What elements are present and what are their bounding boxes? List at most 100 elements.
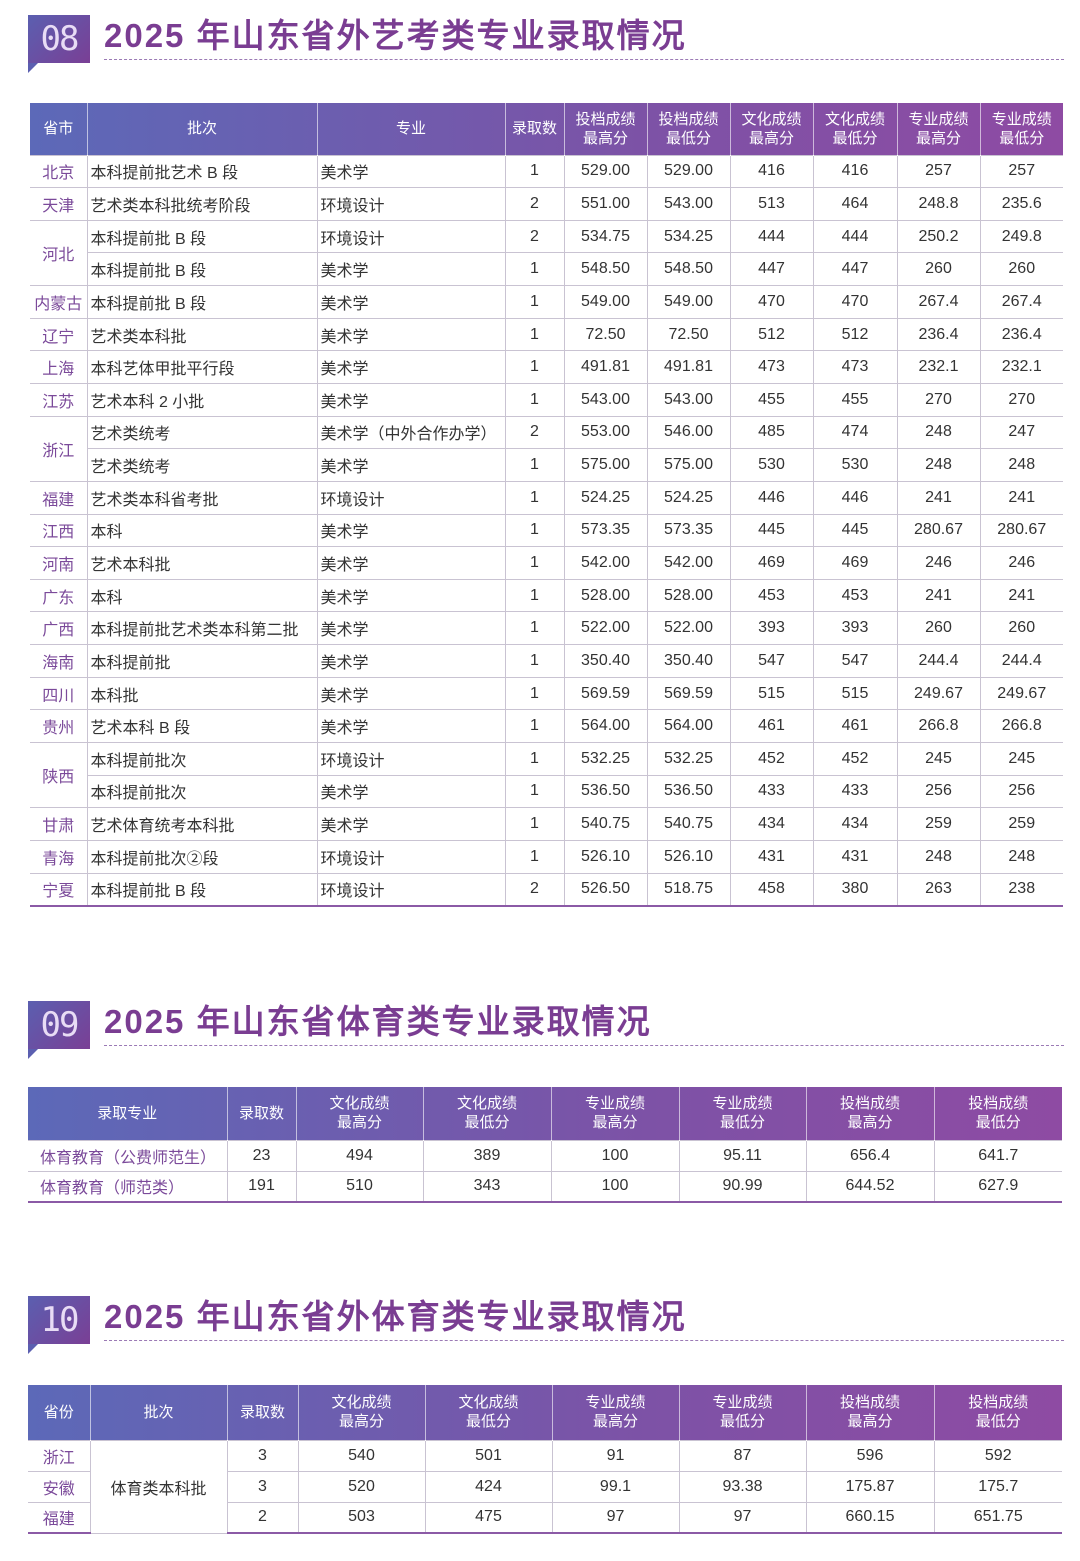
table-cell: 494 xyxy=(295,1139,424,1172)
header-text: 省份 xyxy=(43,1403,74,1421)
row-label: 陕西 xyxy=(30,742,88,809)
table-cell: 447 xyxy=(729,252,814,287)
table-cell: 434 xyxy=(812,807,898,841)
table-cell: 232.1 xyxy=(979,350,1063,384)
table-cell: 241 xyxy=(896,480,981,515)
section-header: 10 2025 年山东省外体育类专业录取情况 xyxy=(28,1296,1064,1354)
table-cell: 540.75 xyxy=(563,807,648,841)
table-cell: 464 xyxy=(812,187,898,221)
table-cell: 350.40 xyxy=(646,644,731,678)
table-cell: 267.4 xyxy=(896,285,981,319)
row-label: 安徽 xyxy=(28,1470,91,1503)
column-header: 专业成绩最高分 xyxy=(896,103,980,155)
table-cell: 美术学 xyxy=(316,807,506,841)
row-label: 河南 xyxy=(30,546,88,580)
table-cell: 1 xyxy=(504,285,565,319)
table-cell: 573.35 xyxy=(563,513,648,548)
table-cell: 660.15 xyxy=(805,1501,935,1534)
column-header: 录取数 xyxy=(504,103,564,155)
table-cell: 596 xyxy=(805,1439,935,1472)
table-cell: 美术学 xyxy=(316,382,506,417)
table-cell: 543.00 xyxy=(646,187,731,221)
table-cell: 环境设计 xyxy=(316,480,506,515)
table-cell: 491.81 xyxy=(646,350,731,384)
table-cell: 1 xyxy=(504,513,565,548)
row-label: 体育教育（公费师范生） xyxy=(28,1139,228,1172)
table-cell: 90.99 xyxy=(678,1170,807,1203)
table-cell: 2 xyxy=(226,1501,299,1534)
row-label: 内蒙古 xyxy=(30,285,88,319)
table-cell: 270 xyxy=(979,382,1063,417)
table-cell: 2 xyxy=(504,187,565,221)
table-cell: 244.4 xyxy=(979,644,1063,678)
table-cell: 350.40 xyxy=(563,644,648,678)
table-cell: 503 xyxy=(297,1501,426,1534)
table-cell: 美术学 xyxy=(316,285,506,319)
table-cell: 2 xyxy=(504,219,565,254)
table-cell: 501 xyxy=(424,1439,553,1472)
table-cell: 1 xyxy=(504,546,565,580)
table-row: 江苏 艺术本科 2 小批 美术学 1 543.00 543.00 455 455 270 270 xyxy=(30,382,1063,417)
table-cell: 本科提前批 B 段 xyxy=(86,285,318,319)
header-text: 专业 xyxy=(395,120,426,138)
section-number: 09 xyxy=(28,1001,90,1059)
table-cell: 99.1 xyxy=(551,1470,680,1503)
table-cell: 524.25 xyxy=(646,480,731,515)
table-cell: 260 xyxy=(896,611,981,646)
table-cell: 本科提前批艺术类本科第二批 xyxy=(86,611,318,646)
table-cell: 1 xyxy=(504,382,565,417)
row-label: 广西 xyxy=(30,611,88,646)
table-cell: 522.00 xyxy=(563,611,648,646)
table-cell: 473 xyxy=(812,350,898,384)
row-label: 浙江 xyxy=(28,1439,91,1472)
table-cell: 2 xyxy=(504,415,565,450)
column-header: 批次 xyxy=(89,1385,227,1440)
section-title: 2025 年山东省外艺考类专业录取情况 xyxy=(104,17,687,54)
divider xyxy=(104,1340,1064,1341)
table-row: 河南 艺术本科批 美术学 1 542.00 542.00 469 469 246 246 xyxy=(30,546,1063,580)
table-cell: 1 xyxy=(504,611,565,646)
row-label: 甘肃 xyxy=(30,807,88,841)
table-cell: 100 xyxy=(550,1139,680,1172)
table-cell: 522.00 xyxy=(646,611,731,646)
table-cell: 433 xyxy=(812,774,898,809)
table-cell: 452 xyxy=(729,742,814,776)
table: 录取专业 录取数 文化成绩最高分 文化成绩最低分 专业成绩最高分 专业成绩最低分 投档成绩最… xyxy=(28,1087,1062,1203)
table-cell: 540.75 xyxy=(646,807,731,841)
column-header: 专业成绩最低分 xyxy=(678,1087,806,1140)
table-cell: 1 xyxy=(504,578,565,613)
header-text: 录取数 xyxy=(511,120,557,138)
table-cell: 553.00 xyxy=(563,415,648,450)
table-cell: 416 xyxy=(812,154,898,189)
table-cell: 515 xyxy=(729,676,814,711)
header-text: 专业成绩最高分 xyxy=(584,1095,645,1132)
table-cell: 536.50 xyxy=(646,774,731,809)
section-title: 2025 年山东省外体育类专业录取情况 xyxy=(104,1298,687,1335)
column-header: 投档成绩最高分 xyxy=(805,1087,934,1140)
table-cell: 232.1 xyxy=(896,350,981,384)
table-cell: 100 xyxy=(550,1170,680,1203)
table-cell: 445 xyxy=(812,513,898,548)
table-cell: 446 xyxy=(729,480,814,515)
column-header: 专业成绩最高分 xyxy=(551,1385,679,1440)
table-cell: 248 xyxy=(896,448,981,482)
table-cell: 532.25 xyxy=(646,742,731,776)
table-cell: 455 xyxy=(812,382,898,417)
row-label: 辽宁 xyxy=(30,317,88,352)
row-label: 江苏 xyxy=(30,382,88,417)
table-cell: 249.8 xyxy=(979,219,1063,254)
header-text: 专业成绩最低分 xyxy=(712,1394,773,1431)
header-text: 文化成绩最高分 xyxy=(331,1394,392,1431)
column-header: 投档成绩最高分 xyxy=(805,1385,934,1440)
header-text: 批次 xyxy=(186,120,217,138)
row-label: 贵州 xyxy=(30,709,88,744)
table-cell: 469 xyxy=(812,546,898,580)
table-cell: 248 xyxy=(896,415,981,450)
row-label: 青海 xyxy=(30,839,88,874)
table-cell: 248 xyxy=(979,448,1063,482)
table-cell: 461 xyxy=(729,709,814,744)
table-cell: 549.00 xyxy=(563,285,648,319)
table: 省市 批次 专业 录取数 投档成绩最高分 投档成绩最低分 文化成绩最高分 文化成绩最低分 专业成… xyxy=(30,103,1063,907)
table-cell: 416 xyxy=(729,154,814,189)
column-header: 专业 xyxy=(316,103,505,155)
